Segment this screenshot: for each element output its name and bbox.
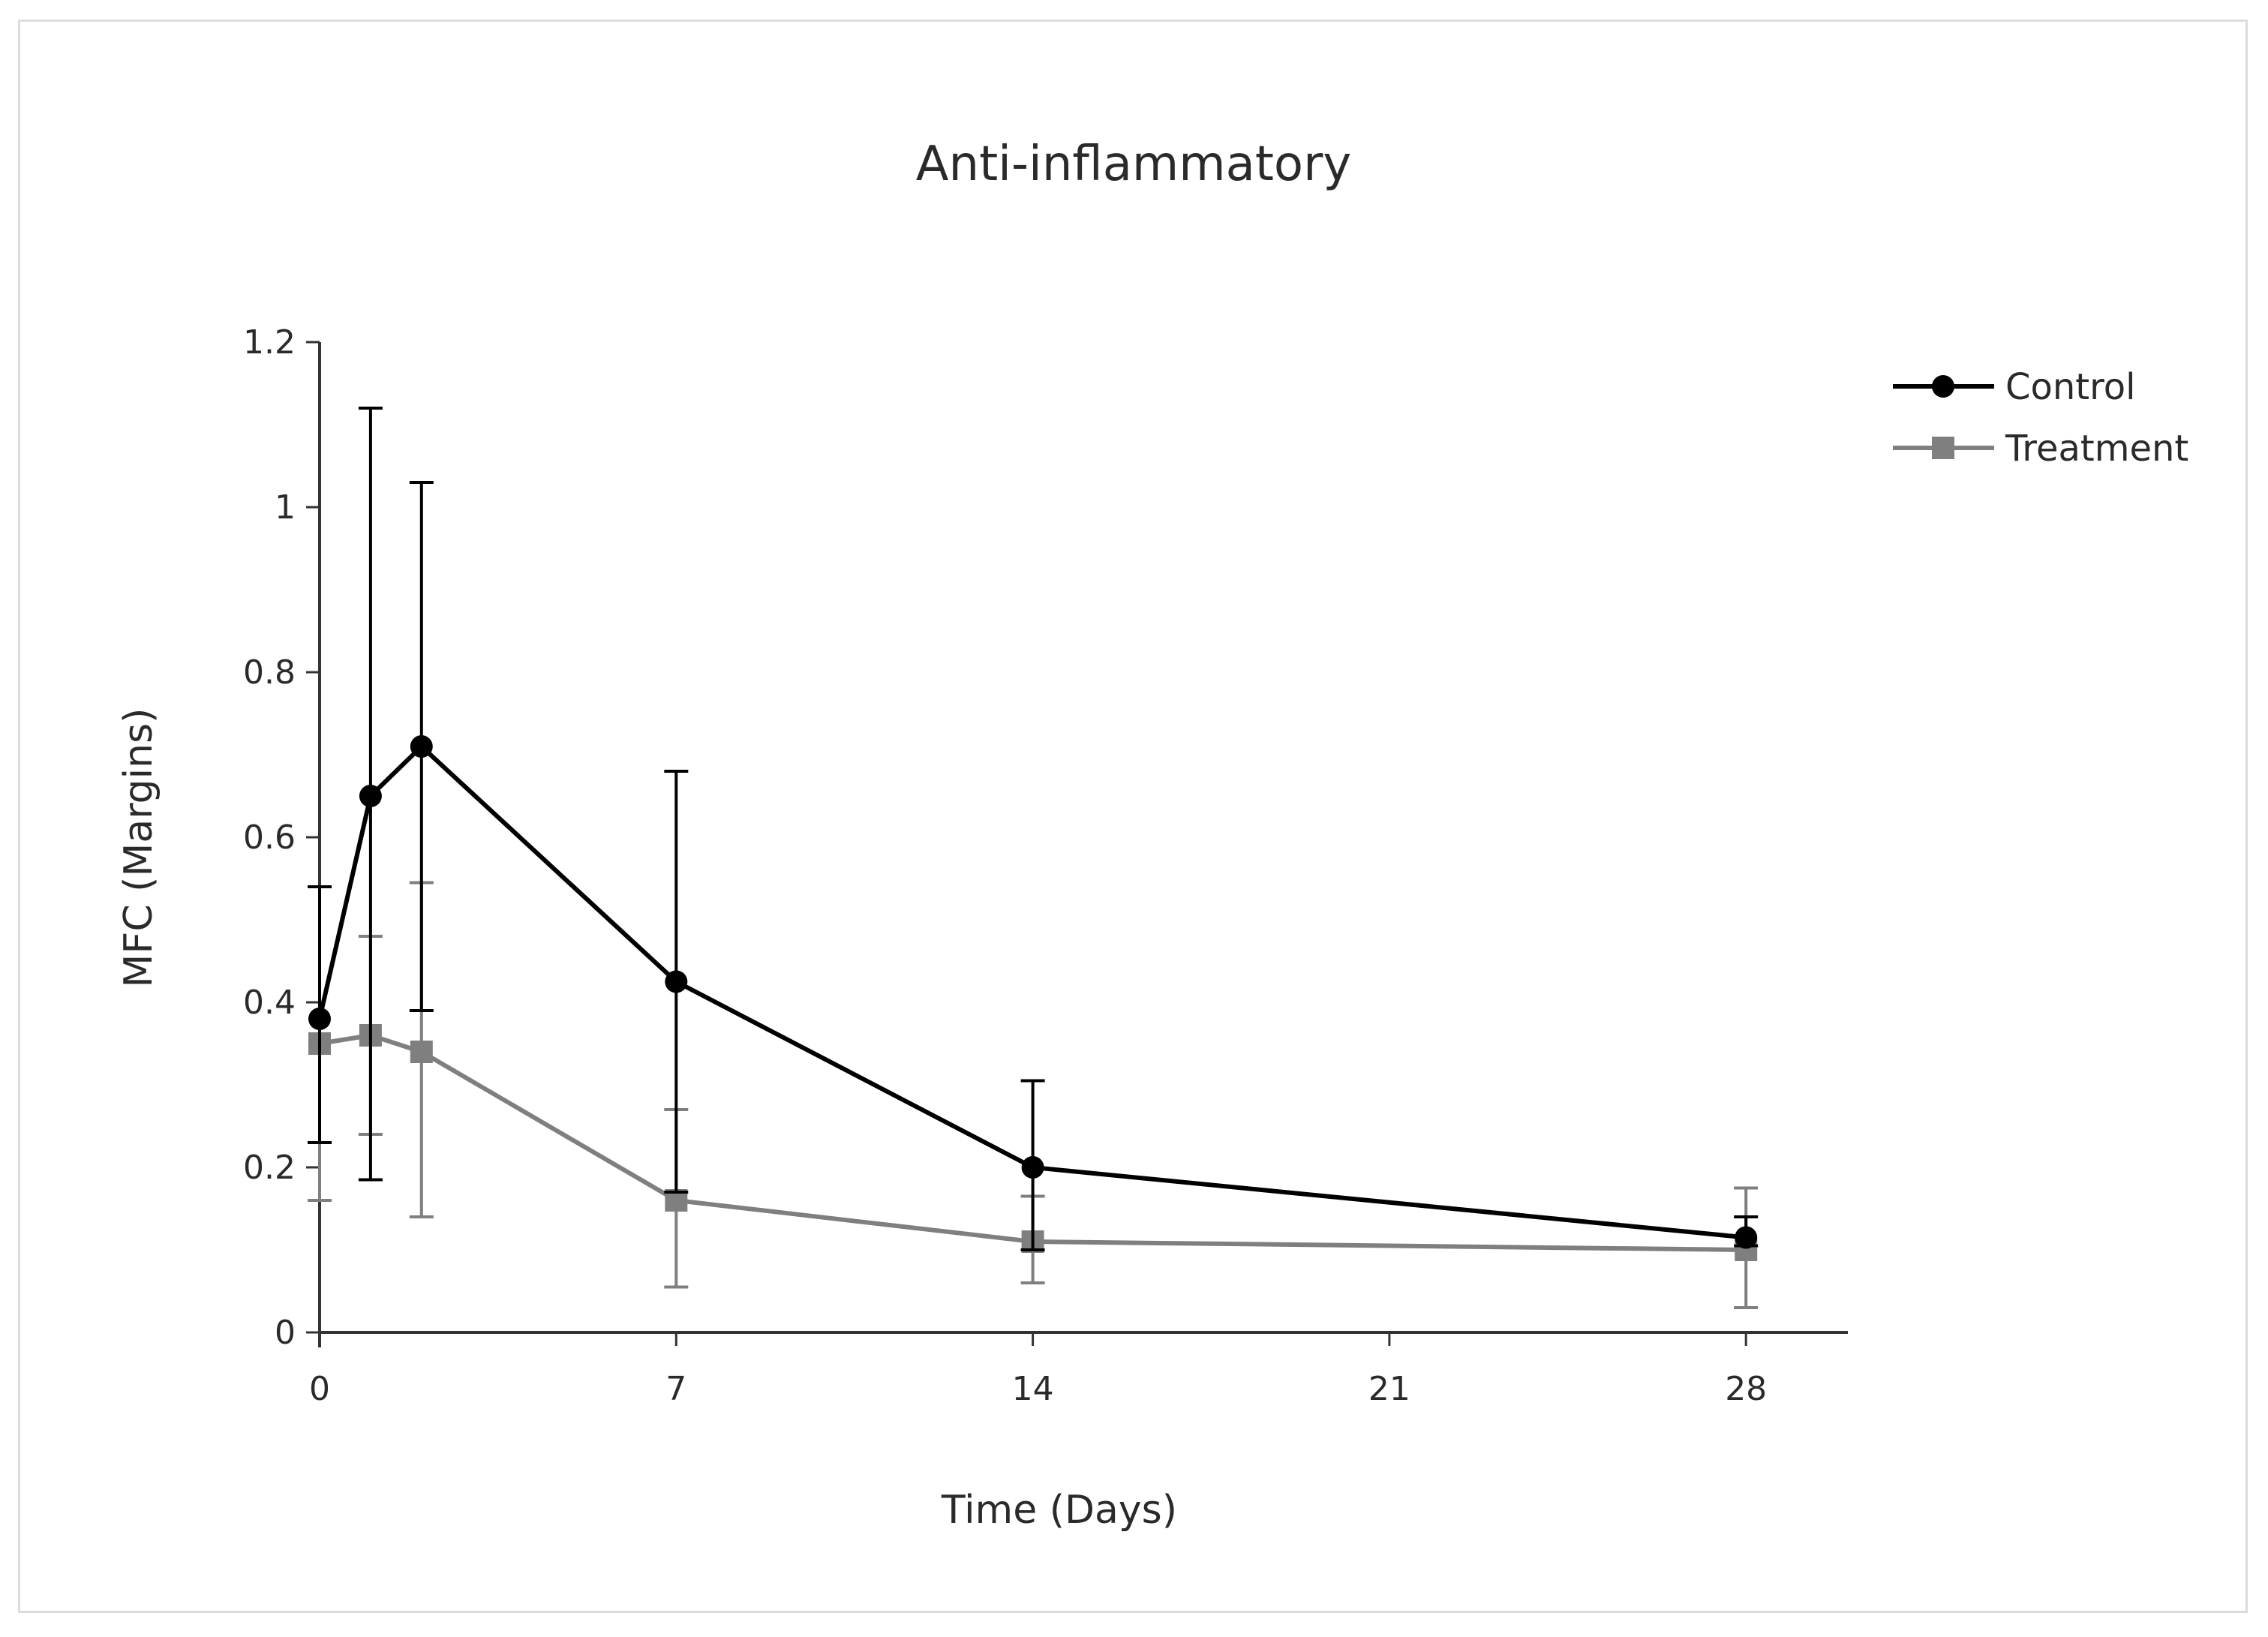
plot-area: 0 0.2 0.4 0.6 0.8 1 1.2 0 7 14 21 28 — [243, 323, 1848, 1408]
treatment-point — [410, 1041, 433, 1063]
y-axis-label: MFC (Margins) — [116, 708, 161, 988]
control-point — [410, 735, 433, 758]
control-point — [308, 1008, 331, 1030]
control-point — [1735, 1226, 1758, 1249]
legend-treatment-marker — [1932, 437, 1954, 459]
y-tick-label: 0 — [275, 1314, 296, 1352]
legend: Control Treatment — [1893, 366, 2188, 470]
chart-frame — [18, 20, 2248, 1613]
y-tick-label: 1 — [275, 488, 296, 527]
y-tick-label: 0.2 — [243, 1149, 296, 1187]
x-tick-label: 28 — [1725, 1370, 1767, 1408]
legend-treatment-label: Treatment — [2005, 428, 2188, 470]
legend-control-label: Control — [2005, 366, 2136, 408]
x-tick-label: 14 — [1012, 1370, 1054, 1408]
chart-title: Anti-inflammatory — [916, 137, 1352, 192]
x-tick-label: 7 — [665, 1370, 686, 1408]
control-point — [1021, 1156, 1044, 1179]
x-tick-label: 0 — [309, 1370, 330, 1408]
x-axis-label: Time (Days) — [941, 1488, 1177, 1533]
control-point — [665, 970, 688, 993]
y-tick-label: 0.8 — [243, 653, 296, 692]
legend-control-marker — [1932, 375, 1954, 398]
x-tick-label: 21 — [1368, 1370, 1410, 1408]
y-tick-label: 0.4 — [243, 984, 296, 1022]
control-point — [359, 785, 382, 807]
control-series-line — [317, 744, 1747, 1240]
y-tick-label: 1.2 — [243, 323, 296, 362]
y-tick-label: 0.6 — [243, 818, 296, 857]
